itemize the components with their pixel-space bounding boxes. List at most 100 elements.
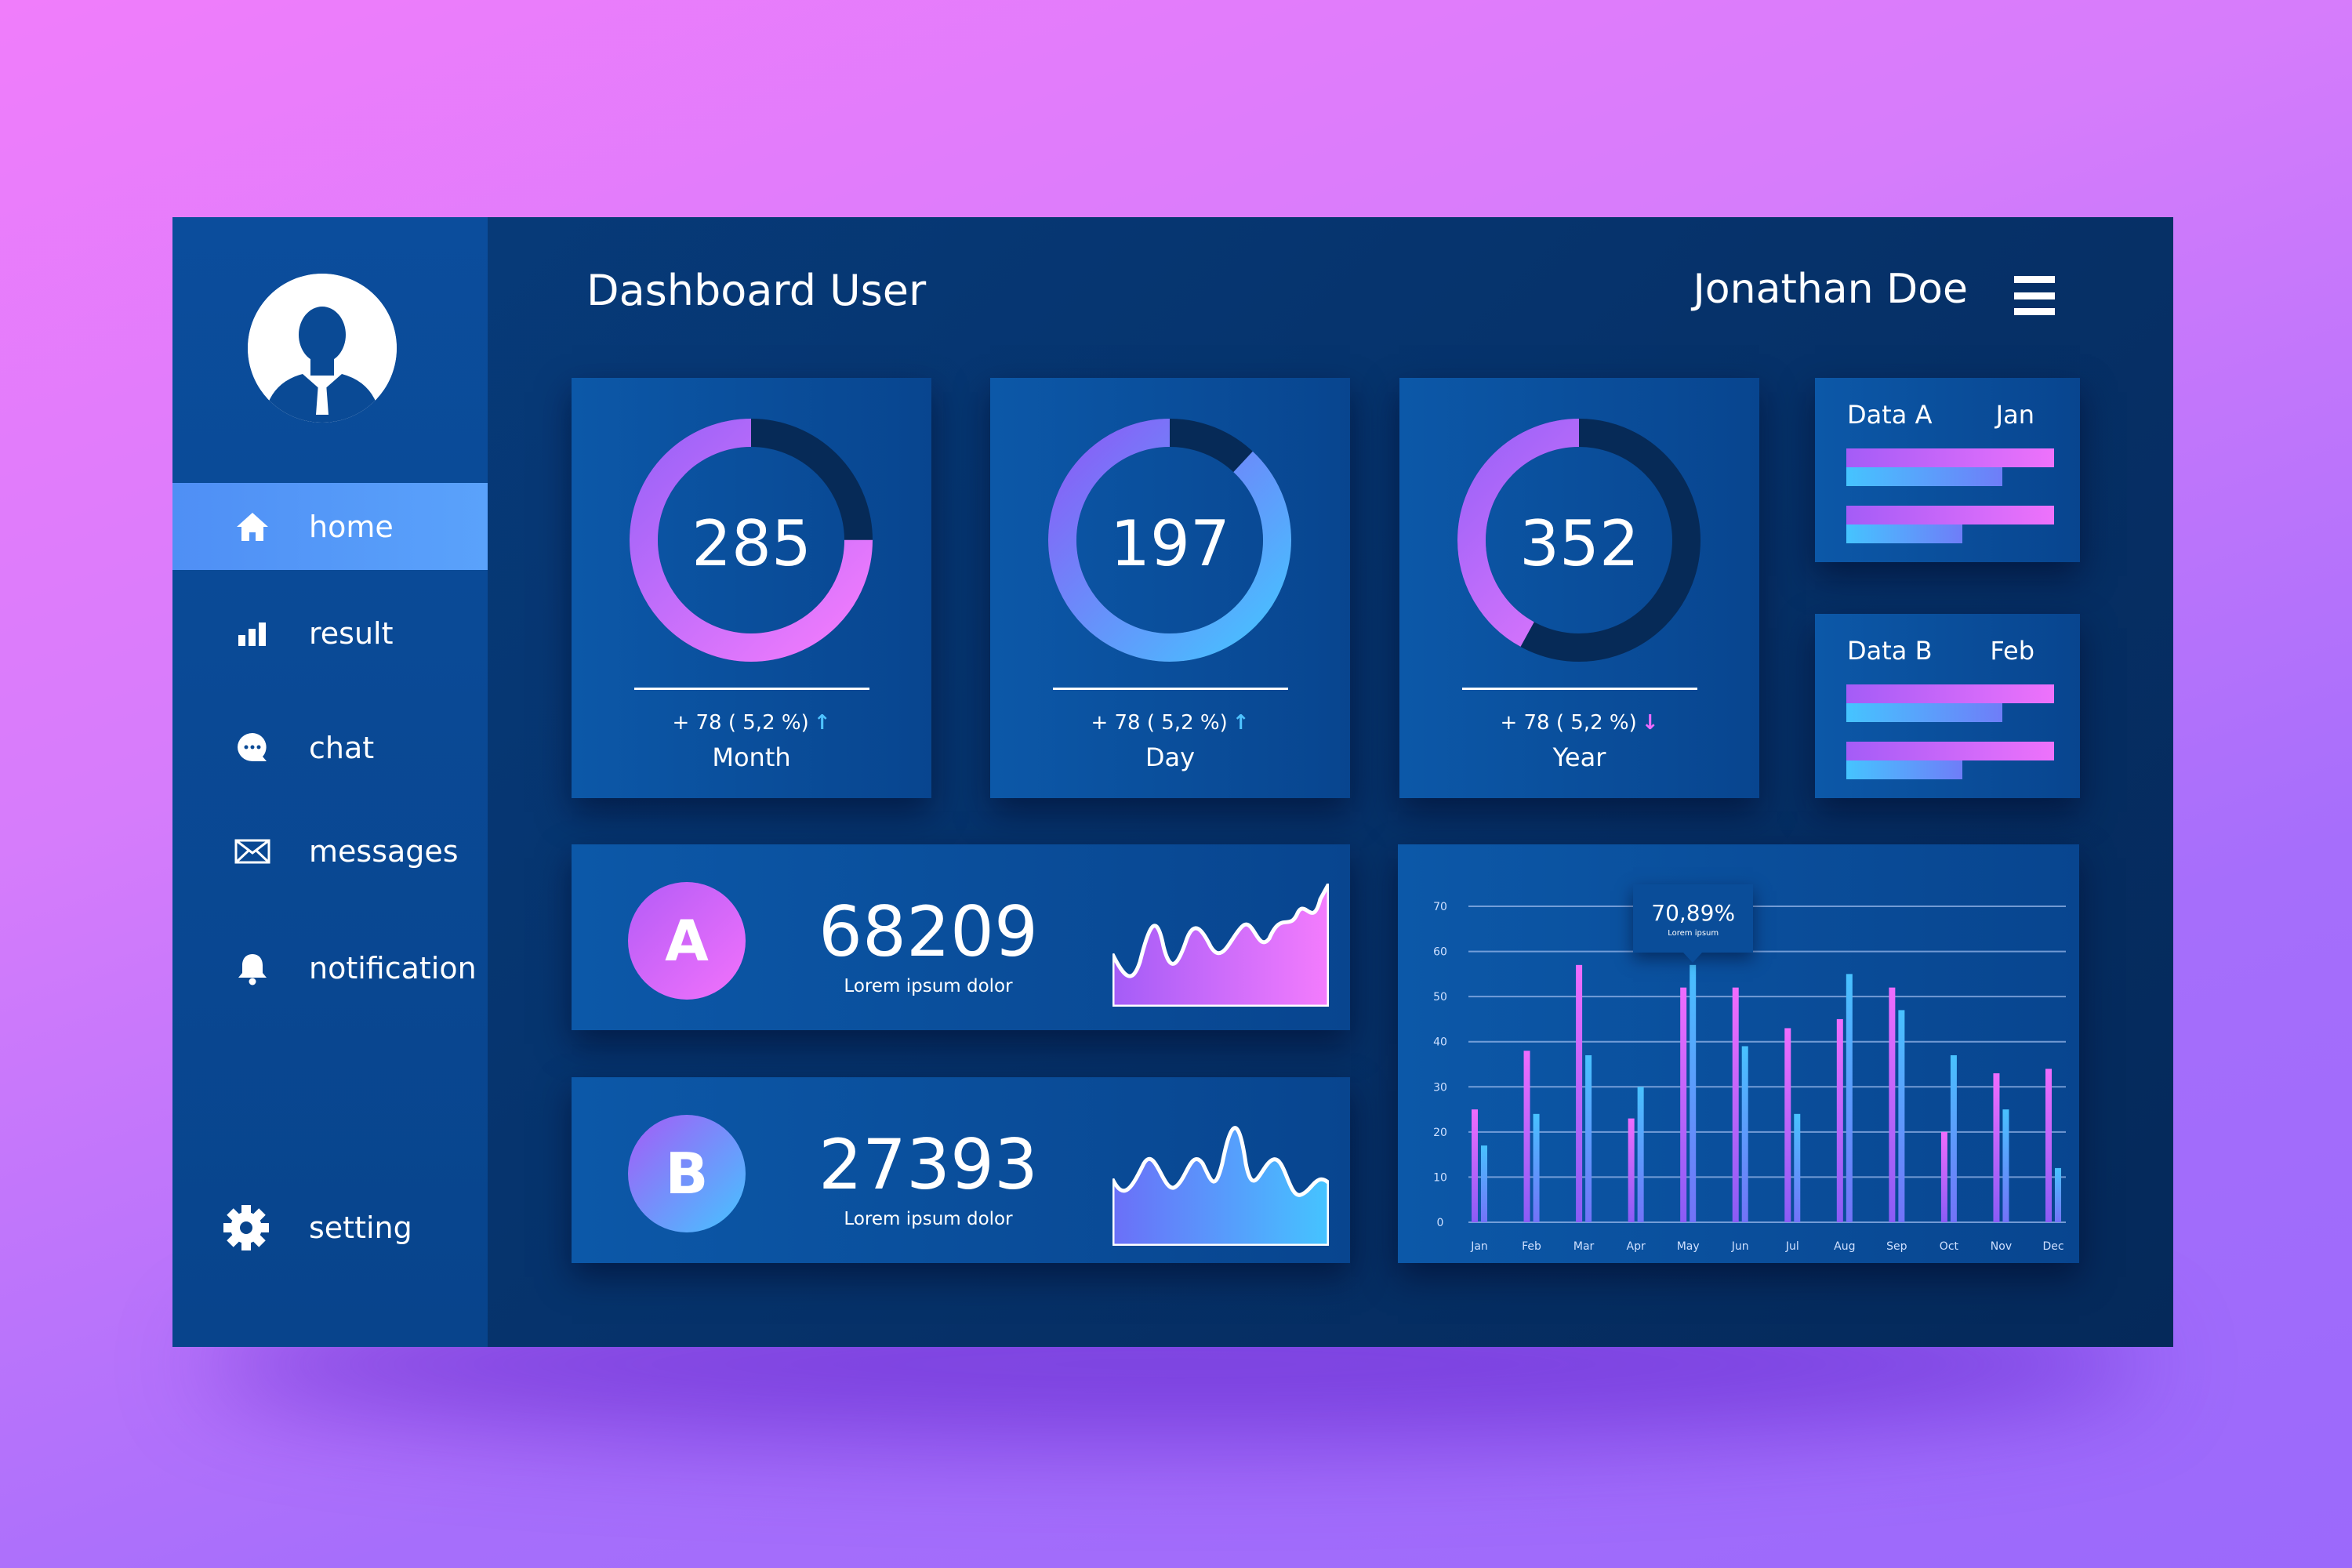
- page-title: Dashboard User: [586, 266, 927, 315]
- x-tick-label: Mar: [1573, 1240, 1595, 1253]
- stat-period: Month: [712, 742, 791, 772]
- sidebar-item-label: messages: [309, 833, 459, 869]
- tooltip-value: 70,89%: [1651, 899, 1736, 926]
- user-name[interactable]: Jonathan Doe: [1693, 266, 1968, 313]
- x-tick-label: Nov: [1991, 1240, 2012, 1253]
- stat-value: 352: [1519, 507, 1639, 580]
- bar-chart-card: 0 10 20 30 40 50 60 70 Jan Feb Mar Apr May Jun Jul Aug S…: [1398, 844, 2079, 1263]
- data-bar: [1846, 684, 2054, 703]
- kpi-card-a: A 68209 Lorem ipsum dolor: [572, 844, 1350, 1030]
- bar-mar-series-1: [1576, 964, 1583, 1222]
- data-bar: [1846, 703, 2002, 722]
- sidebar-item-setting[interactable]: setting: [172, 1184, 488, 1271]
- bar-sep-series-1: [1889, 987, 1896, 1222]
- bar-jul-series-1: [1784, 1028, 1791, 1222]
- kpi-value: 27393: [818, 1124, 1038, 1205]
- bar-mar-series-2: [1585, 1054, 1592, 1222]
- sidebar-item-home[interactable]: home: [172, 483, 488, 570]
- user-silhouette-icon: [248, 274, 397, 423]
- x-tick-label: Oct: [1940, 1240, 1959, 1253]
- delta-text: + 78 ( 5,2 %): [1500, 711, 1637, 735]
- bar-aug-series-1: [1836, 1018, 1843, 1222]
- x-tick-label: Sep: [1886, 1240, 1907, 1253]
- data-card-title: Data A: [1847, 400, 1933, 430]
- donut-year: [1457, 419, 1700, 662]
- sidebar: home result chat messages notification s…: [172, 217, 488, 1347]
- bar-chart: 0 10 20 30 40 50 60 70 Jan Feb Mar Apr May Jun Jul Aug S…: [1433, 901, 2066, 1253]
- bar-may-series-2: [1690, 964, 1697, 1222]
- sidebar-item-chat[interactable]: chat: [172, 704, 488, 791]
- sidebar-item-label: result: [309, 615, 394, 651]
- x-tick-label: Jun: [1731, 1240, 1749, 1253]
- bar-nov-series-1: [1993, 1073, 2000, 1222]
- data-bar: [1846, 467, 2002, 486]
- data-card-month: Feb: [1990, 636, 2034, 666]
- data-card-month: Jan: [1995, 400, 2034, 430]
- stat-delta: + 78 ( 5,2 %) ↓: [1399, 711, 1759, 735]
- data-bar: [1846, 524, 1963, 543]
- data-bar: [1846, 760, 1963, 779]
- data-card-title: Data B: [1847, 636, 1933, 666]
- sidebar-item-label: chat: [309, 730, 375, 765]
- stat-period: Year: [1552, 742, 1606, 772]
- hamburger-icon[interactable]: [2014, 276, 2055, 315]
- stat-card-day: 197 + 78 ( 5,2 %) ↑ Day: [990, 378, 1350, 798]
- sidebar-item-result[interactable]: result: [172, 590, 488, 677]
- bar-oct-series-2: [1950, 1054, 1957, 1222]
- divider: [634, 688, 869, 690]
- x-tick-label: Jan: [1470, 1240, 1488, 1253]
- dashboard-window: home result chat messages notification s…: [172, 217, 2173, 1347]
- donut-arc: [1048, 419, 1291, 662]
- sidebar-item-label: setting: [309, 1210, 412, 1245]
- bar-aug-series-2: [1846, 974, 1853, 1222]
- bar-dec-series-2: [2055, 1167, 2061, 1222]
- data-bar: [1846, 506, 2054, 524]
- bar-jan-series-1: [1472, 1109, 1478, 1222]
- data-card-a: Data A Jan: [1815, 378, 2080, 562]
- donut-arc: [1457, 419, 1700, 662]
- y-tick-label: 20: [1433, 1127, 1447, 1139]
- bar-apr-series-1: [1628, 1118, 1635, 1222]
- donut-day: [1048, 419, 1291, 662]
- kpi-badge: A: [628, 882, 746, 1000]
- bar-dec-series-1: [2045, 1069, 2052, 1222]
- data-bar: [1846, 448, 2054, 467]
- stat-delta: + 78 ( 5,2 %) ↑: [990, 711, 1350, 735]
- bar-apr-series-2: [1637, 1087, 1644, 1222]
- stat-card-year: 352 + 78 ( 5,2 %) ↓ Year: [1399, 378, 1759, 798]
- x-tick-label: Jul: [1785, 1240, 1799, 1253]
- sparkline-b: [1112, 1126, 1329, 1246]
- stat-card-month: 285 + 78 ( 5,2 %) ↑ Month: [572, 378, 931, 798]
- tooltip-pointer: [1683, 952, 1703, 963]
- bar-oct-series-1: [1940, 1131, 1947, 1222]
- divider: [1462, 688, 1697, 690]
- sidebar-item-notification[interactable]: notification: [172, 924, 488, 1011]
- sidebar-item-messages[interactable]: messages: [172, 808, 488, 895]
- stat-value: 197: [1110, 507, 1230, 580]
- bar-may-series-1: [1680, 987, 1687, 1222]
- divider: [1053, 688, 1288, 690]
- sparkline-a: [1112, 884, 1329, 1007]
- bar-chart-icon: [234, 615, 271, 652]
- bar-jul-series-2: [1794, 1113, 1801, 1222]
- bar-sep-series-2: [1898, 1010, 1905, 1222]
- y-tick-label: 10: [1433, 1171, 1447, 1184]
- stat-delta: + 78 ( 5,2 %) ↑: [572, 711, 931, 735]
- bar-feb-series-1: [1523, 1051, 1530, 1222]
- data-bar: [1846, 742, 2054, 760]
- chat-icon: [234, 729, 271, 767]
- avatar[interactable]: [248, 274, 397, 423]
- gear-icon: [223, 1204, 270, 1251]
- y-tick-label: 30: [1433, 1081, 1447, 1094]
- tooltip-caption: Lorem ipsum: [1668, 928, 1719, 938]
- x-tick-label: Feb: [1522, 1240, 1541, 1253]
- stat-period: Day: [1145, 742, 1196, 772]
- x-tick-label: Dec: [2042, 1240, 2063, 1253]
- chart-tooltip: 70,89% Lorem ipsum: [1633, 884, 1754, 963]
- envelope-icon: [234, 833, 271, 870]
- y-tick-label: 70: [1433, 901, 1447, 913]
- data-card-b: Data B Feb: [1815, 614, 2080, 798]
- arrow-up-icon: ↑: [813, 711, 831, 735]
- sidebar-item-label: home: [309, 509, 394, 544]
- y-tick-label: 0: [1437, 1217, 1444, 1229]
